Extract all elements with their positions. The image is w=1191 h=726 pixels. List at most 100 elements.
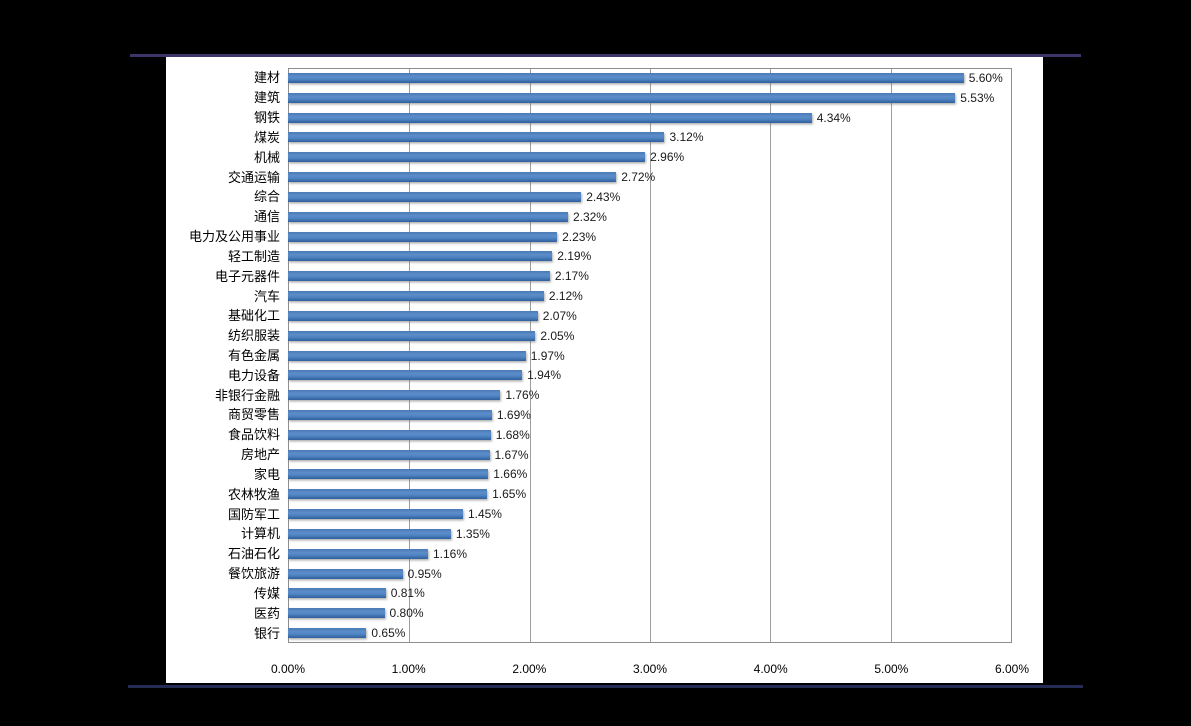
bar-track: 1.97%	[288, 346, 1012, 366]
category-label: 家电	[253, 466, 280, 482]
bar	[288, 489, 488, 500]
category-label: 有色金属	[227, 348, 280, 363]
bar-row: 基础化工 2.07%	[166, 306, 1012, 326]
bar	[288, 132, 665, 143]
bar-track: 0.80%	[288, 603, 1012, 623]
bar-row: 电子元器件 2.17%	[166, 266, 1012, 286]
bar	[288, 628, 367, 639]
category-label: 商贸零售	[227, 407, 280, 423]
value-label: 0.95%	[407, 566, 442, 581]
value-label: 2.07%	[542, 308, 577, 323]
value-label: 2.96%	[650, 150, 685, 165]
bar	[288, 330, 536, 341]
bar	[288, 152, 646, 163]
bar	[288, 172, 617, 183]
industry-bar-chart: 建材 5.60% 建筑 5.53% 钢铁 4.34% 煤炭 3.12% 机械 2.96% 交通运输 2…	[166, 68, 1029, 676]
value-label: 2.32%	[572, 209, 607, 224]
category-label: 钢铁	[253, 110, 280, 126]
value-label: 1.69%	[496, 407, 531, 422]
category-label: 建筑	[253, 90, 280, 106]
category-label: 传媒	[253, 585, 280, 601]
value-label: 5.53%	[960, 90, 995, 105]
x-axis-tick-label: 0.00%	[270, 662, 306, 676]
category-label: 汽车	[253, 288, 280, 304]
bar-track: 1.94%	[288, 365, 1012, 385]
bar-track: 0.95%	[288, 564, 1012, 584]
chart-rows: 建材 5.60% 建筑 5.53% 钢铁 4.34% 煤炭 3.12% 机械 2.96% 交通运输 2…	[166, 68, 1012, 643]
value-label: 2.12%	[548, 289, 583, 304]
category-label: 非银行金融	[214, 387, 280, 403]
gridline	[890, 69, 892, 642]
bar	[288, 409, 492, 420]
bar	[288, 608, 385, 619]
x-axis-tick-label: 1.00%	[391, 662, 426, 676]
bar-track: 1.68%	[288, 425, 1012, 445]
bar	[288, 390, 501, 401]
value-label: 0.65%	[371, 626, 406, 641]
value-label: 1.45%	[467, 507, 502, 522]
chart-panel: 建材 5.60% 建筑 5.53% 钢铁 4.34% 煤炭 3.12% 机械 2.96% 交通运输 2…	[166, 57, 1043, 683]
value-label: 2.72%	[621, 170, 656, 185]
value-label: 5.60%	[968, 70, 1003, 85]
bar-row: 钢铁 4.34%	[166, 108, 1012, 128]
x-axis-tick-label: 6.00%	[994, 662, 1030, 676]
value-label: 1.76%	[505, 388, 540, 403]
category-label: 机械	[253, 149, 280, 165]
value-label: 2.23%	[562, 229, 597, 244]
bar-track: 2.32%	[288, 207, 1012, 227]
bar-row: 综合 2.43%	[166, 187, 1012, 207]
value-label: 2.43%	[586, 189, 621, 204]
x-axis-tick-label: 3.00%	[632, 662, 668, 676]
bar-row: 食品饮料 1.68%	[166, 425, 1012, 445]
bar	[288, 271, 550, 282]
category-label: 电力及公用事业	[188, 229, 280, 245]
bar-row: 煤炭 3.12%	[166, 127, 1012, 147]
bar	[288, 548, 428, 559]
category-label: 电力设备	[227, 367, 280, 383]
category-label: 医药	[253, 605, 280, 621]
x-axis-tick-label: 2.00%	[512, 662, 547, 676]
bar	[288, 191, 582, 202]
gridline	[770, 69, 772, 642]
bar-track: 1.76%	[288, 385, 1012, 405]
bar	[288, 588, 386, 599]
category-label: 计算机	[240, 526, 280, 542]
value-label: 1.97%	[530, 348, 565, 363]
category-label: 银行	[253, 625, 280, 641]
bar-row: 传媒 0.81%	[166, 584, 1012, 604]
x-axis-tick-label: 5.00%	[874, 662, 909, 676]
bar	[288, 231, 558, 242]
bar-row: 商贸零售 1.69%	[166, 405, 1012, 425]
bar-track: 1.45%	[288, 504, 1012, 524]
value-label: 2.05%	[540, 328, 575, 343]
bar	[288, 310, 538, 321]
bar-track: 2.72%	[288, 167, 1012, 187]
bar-row: 纺织服装 2.05%	[166, 326, 1012, 346]
bar-track: 2.12%	[288, 286, 1012, 306]
category-label: 通信	[253, 209, 280, 225]
category-label: 国防军工	[227, 506, 280, 522]
bar-row: 农林牧渔 1.65%	[166, 484, 1012, 504]
value-label: 2.19%	[557, 249, 592, 264]
bar-row: 非银行金融 1.76%	[166, 385, 1012, 405]
bar-track: 2.96%	[288, 147, 1012, 167]
bar	[288, 350, 526, 361]
category-label: 轻工制造	[227, 248, 280, 264]
bar-track: 1.35%	[288, 524, 1012, 544]
x-axis: 0.00% 1.00% 2.00% 3.00% 4.00% 5.00% 6.00%	[271, 660, 1029, 690]
bar	[288, 429, 491, 440]
bar-row: 房地产 1.67%	[166, 445, 1012, 465]
bar-row: 银行 0.65%	[166, 623, 1012, 643]
bar-row: 医药 0.80%	[166, 603, 1012, 623]
value-label: 1.68%	[495, 427, 530, 442]
category-label: 煤炭	[253, 129, 280, 145]
bottom-accent-line	[128, 685, 1083, 688]
bar-track: 3.12%	[288, 127, 1012, 147]
value-label: 4.34%	[816, 110, 851, 125]
value-label: 1.65%	[492, 487, 527, 502]
bar	[288, 112, 812, 123]
bar	[288, 291, 544, 302]
bar	[288, 92, 956, 103]
bar-row: 机械 2.96%	[166, 147, 1012, 167]
bar-track: 0.65%	[288, 623, 1012, 643]
